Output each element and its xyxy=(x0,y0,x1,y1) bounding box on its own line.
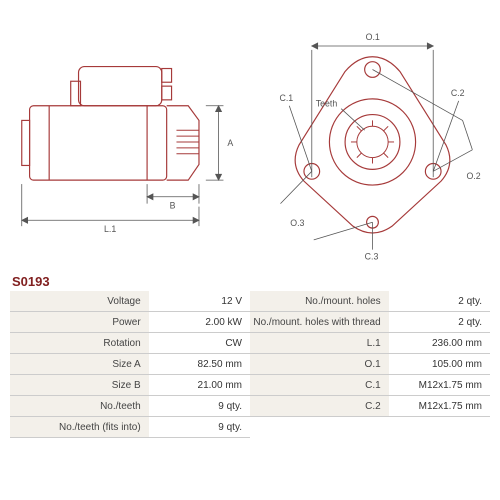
spec-value: 21.00 mm xyxy=(149,375,250,395)
spec-row: Size B21.00 mm xyxy=(10,375,250,396)
spec-label: L.1 xyxy=(250,333,389,353)
part-number: S0193 xyxy=(12,274,490,289)
spec-label: Size A xyxy=(10,354,149,374)
spec-value: 9 qty. xyxy=(149,396,250,416)
drawing-side-view: A B L.1 xyxy=(10,10,245,270)
spec-col-right: No./mount. holes2 qty.No./mount. holes w… xyxy=(250,291,490,438)
spec-value: 105.00 mm xyxy=(389,354,490,374)
spec-value: 2 qty. xyxy=(389,312,490,332)
dim-label-teeth: Teeth xyxy=(316,99,338,109)
spec-table: Voltage12 VPower2.00 kWRotationCWSize A8… xyxy=(10,291,490,438)
spec-value: 12 V xyxy=(149,291,250,311)
spec-row: No./teeth (fits into)9 qty. xyxy=(10,417,250,438)
spec-label: O.1 xyxy=(250,354,389,374)
spec-value: 236.00 mm xyxy=(389,333,490,353)
drawing-front-view: O.1 O.2 O.3 C.1 C.2 C.3 xyxy=(255,10,490,270)
spec-value: 2.00 kW xyxy=(149,312,250,332)
spec-value: M12x1.75 mm xyxy=(389,375,490,395)
spec-value: 9 qty. xyxy=(149,417,250,437)
spec-row: C.1M12x1.75 mm xyxy=(250,375,490,396)
dim-label-a: A xyxy=(227,138,233,148)
spec-label: Rotation xyxy=(10,333,149,353)
spec-value: M12x1.75 mm xyxy=(389,396,490,416)
spec-value: 2 qty. xyxy=(389,291,490,311)
spec-row: Power2.00 kW xyxy=(10,312,250,333)
spec-label: Voltage xyxy=(10,291,149,311)
dim-label-o1: O.1 xyxy=(366,32,380,42)
dim-label-c2: C.2 xyxy=(451,88,465,98)
spec-col-left: Voltage12 VPower2.00 kWRotationCWSize A8… xyxy=(10,291,250,438)
spec-value: CW xyxy=(149,333,250,353)
dim-label-c3: C.3 xyxy=(365,251,379,261)
spec-label: Size B xyxy=(10,375,149,395)
drawings-container: A B L.1 xyxy=(10,10,490,270)
spec-label: No./mount. holes with thread xyxy=(250,312,389,332)
spec-row: No./mount. holes2 qty. xyxy=(250,291,490,312)
dim-label-o2: O.2 xyxy=(467,171,481,181)
spec-row: L.1236.00 mm xyxy=(250,333,490,354)
dim-label-b: B xyxy=(170,201,176,211)
dim-label-c1: C.1 xyxy=(279,93,293,103)
dim-label-o3: O.3 xyxy=(290,218,304,228)
spec-row: RotationCW xyxy=(10,333,250,354)
spec-row: O.1105.00 mm xyxy=(250,354,490,375)
spec-row: Size A82.50 mm xyxy=(10,354,250,375)
spec-label: No./mount. holes xyxy=(250,291,389,311)
spec-label: C.1 xyxy=(250,375,389,395)
spec-label: C.2 xyxy=(250,396,389,416)
spec-label: No./teeth xyxy=(10,396,149,416)
spec-row: No./teeth9 qty. xyxy=(10,396,250,417)
spec-row: Voltage12 V xyxy=(10,291,250,312)
spec-label: No./teeth (fits into) xyxy=(10,417,149,437)
spec-value: 82.50 mm xyxy=(149,354,250,374)
spec-label: Power xyxy=(10,312,149,332)
spec-row: C.2M12x1.75 mm xyxy=(250,396,490,417)
spec-row: No./mount. holes with thread2 qty. xyxy=(250,312,490,333)
dim-label-l1: L.1 xyxy=(104,224,116,234)
